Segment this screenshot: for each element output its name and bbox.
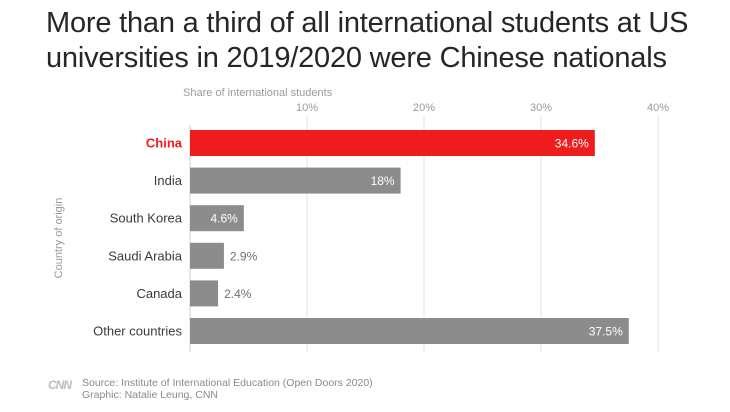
data-label: 2.9%: [230, 249, 258, 263]
bar-south-korea: [190, 205, 244, 232]
category-label: Canada: [136, 286, 182, 301]
category-label: Saudi Arabia: [108, 248, 182, 263]
category-label: India: [154, 173, 183, 188]
bar-china: [190, 130, 595, 156]
bar-canada: [190, 280, 219, 307]
x-tick-label: 40%: [647, 102, 669, 114]
cnn-logo: CNN: [48, 378, 72, 392]
category-label: South Korea: [110, 211, 183, 226]
chart-title: More than a third of all international s…: [46, 7, 689, 74]
data-label: 4.6%: [210, 212, 238, 226]
bar-india: [190, 167, 401, 194]
data-label: 2.4%: [224, 287, 252, 301]
x-axis-label: Share of international students: [183, 87, 333, 99]
bar-other-countries: [190, 318, 629, 344]
source-line: Source: Institute of International Educa…: [82, 377, 373, 389]
data-label: 37.5%: [589, 325, 623, 339]
x-tick-label: 20%: [413, 102, 435, 114]
graphic-credit: Graphic: Natalie Leung, CNN: [82, 389, 218, 401]
category-label: Other countries: [93, 324, 182, 339]
category-label: China: [146, 136, 183, 151]
x-tick-label: 10%: [296, 102, 318, 114]
bar-saudi-arabia: [190, 242, 224, 269]
y-axis-label: Country of origin: [53, 198, 65, 279]
x-tick-label: 30%: [530, 102, 552, 114]
data-label: 34.6%: [555, 137, 589, 151]
data-label: 18%: [371, 174, 395, 188]
source-text: Source: Institute of International Educa…: [82, 377, 373, 401]
